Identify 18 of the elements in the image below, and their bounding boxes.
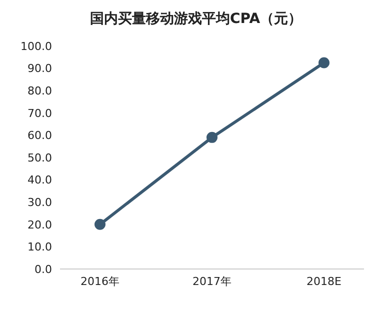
- y-tick-label: 80.0: [28, 84, 52, 98]
- y-tick-label: 70.0: [28, 106, 52, 120]
- x-tick-label: 2016年: [80, 274, 120, 288]
- point: [318, 57, 330, 68]
- chart-title: 国内买量移动游戏平均CPA（元）: [88, 10, 304, 29]
- point: [206, 132, 218, 143]
- point: [94, 218, 106, 230]
- y-tick-label: 20.0: [28, 218, 52, 232]
- y-tick-label: 100.0: [20, 40, 52, 53]
- x-tick-label: 2018E: [306, 274, 342, 288]
- y-tick-label: 10.0: [28, 240, 52, 254]
- y-tick-label: 40.0: [28, 174, 52, 187]
- x-tick-label: 2017年: [192, 274, 232, 288]
- y-tick-label: 0.0: [34, 262, 52, 276]
- y-tick-label: 90.0: [28, 62, 52, 76]
- y-tick-label: 30.0: [28, 196, 52, 210]
- y-tick-label: 50.0: [28, 151, 52, 164]
- y-tick-label: 60.0: [28, 129, 52, 142]
